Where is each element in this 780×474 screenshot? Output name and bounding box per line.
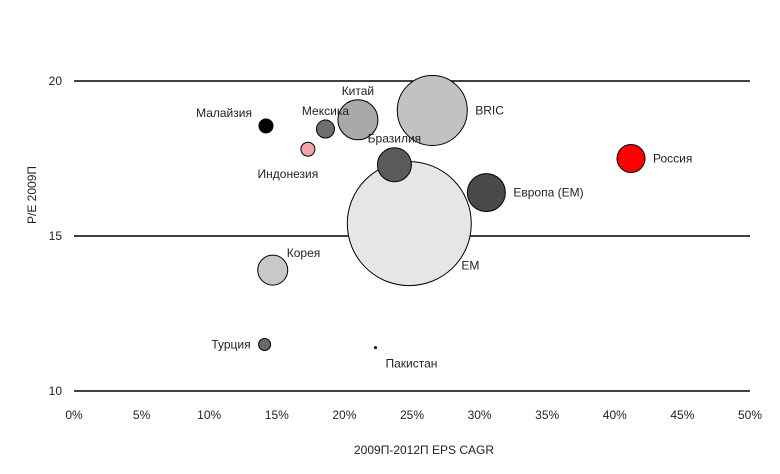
bubble-label-пакистан: Пакистан	[385, 357, 437, 371]
bubble-label-bric: BRIC	[475, 103, 504, 117]
bubble-россия	[616, 144, 646, 173]
x-axis-ticks: 0% 5% 10% 15% 20% 25% 30% 35% 40% 45% 50%	[65, 408, 762, 422]
x-tick-label: 50%	[738, 408, 762, 422]
bubble-турция	[258, 338, 272, 351]
bubble-bric	[396, 74, 468, 146]
bubbles	[257, 74, 646, 351]
y-tick-label: 15	[49, 229, 63, 243]
bubble-индонезия	[300, 141, 316, 157]
bubble-label-малайзия: Малайзия	[196, 106, 252, 120]
x-tick-label: 45%	[670, 408, 694, 422]
bubble-мексика	[315, 119, 335, 139]
x-tick-label: 15%	[265, 408, 289, 422]
bubble-label-em: EM	[461, 258, 479, 272]
bubble-европа-em	[466, 173, 506, 213]
y-axis-ticks: 10 15 20	[49, 74, 63, 398]
x-tick-label: 5%	[133, 408, 151, 422]
x-tick-label: 40%	[603, 408, 627, 422]
bubble-label-европа-em: Европа (EM)	[513, 186, 583, 200]
x-tick-label: 30%	[468, 408, 492, 422]
bubble-labels: Малайзия Мексика Китай BRIC Индонезия Бразили…	[196, 84, 692, 371]
bubble-малайзия	[258, 118, 274, 134]
bubble-label-мексика: Мексика	[302, 104, 349, 118]
bubble-label-турция: Турция	[211, 338, 250, 352]
bubble-label-бразилия: Бразилия	[368, 132, 422, 146]
bubble-em	[346, 161, 472, 287]
y-tick-label: 10	[49, 384, 63, 398]
bubble-label-китай: Китай	[342, 84, 374, 98]
bubble-label-корея: Корея	[287, 246, 321, 260]
x-axis-title: 2009П-2012П EPS CAGR	[354, 443, 494, 457]
bubble-китай	[337, 99, 379, 141]
y-tick-label: 20	[49, 74, 63, 88]
bubble-пакистан	[373, 346, 377, 350]
x-tick-label: 10%	[197, 408, 221, 422]
y-axis-title: P/E 2009П	[25, 166, 39, 224]
bubble-бразилия	[376, 147, 412, 183]
bubble-label-россия: Россия	[653, 152, 692, 166]
bubble-label-индонезия: Индонезия	[258, 167, 319, 181]
x-tick-label: 0%	[65, 408, 83, 422]
bubble-корея	[257, 254, 289, 286]
x-tick-label: 35%	[535, 408, 559, 422]
x-tick-label: 25%	[400, 408, 424, 422]
x-tick-label: 20%	[332, 408, 356, 422]
